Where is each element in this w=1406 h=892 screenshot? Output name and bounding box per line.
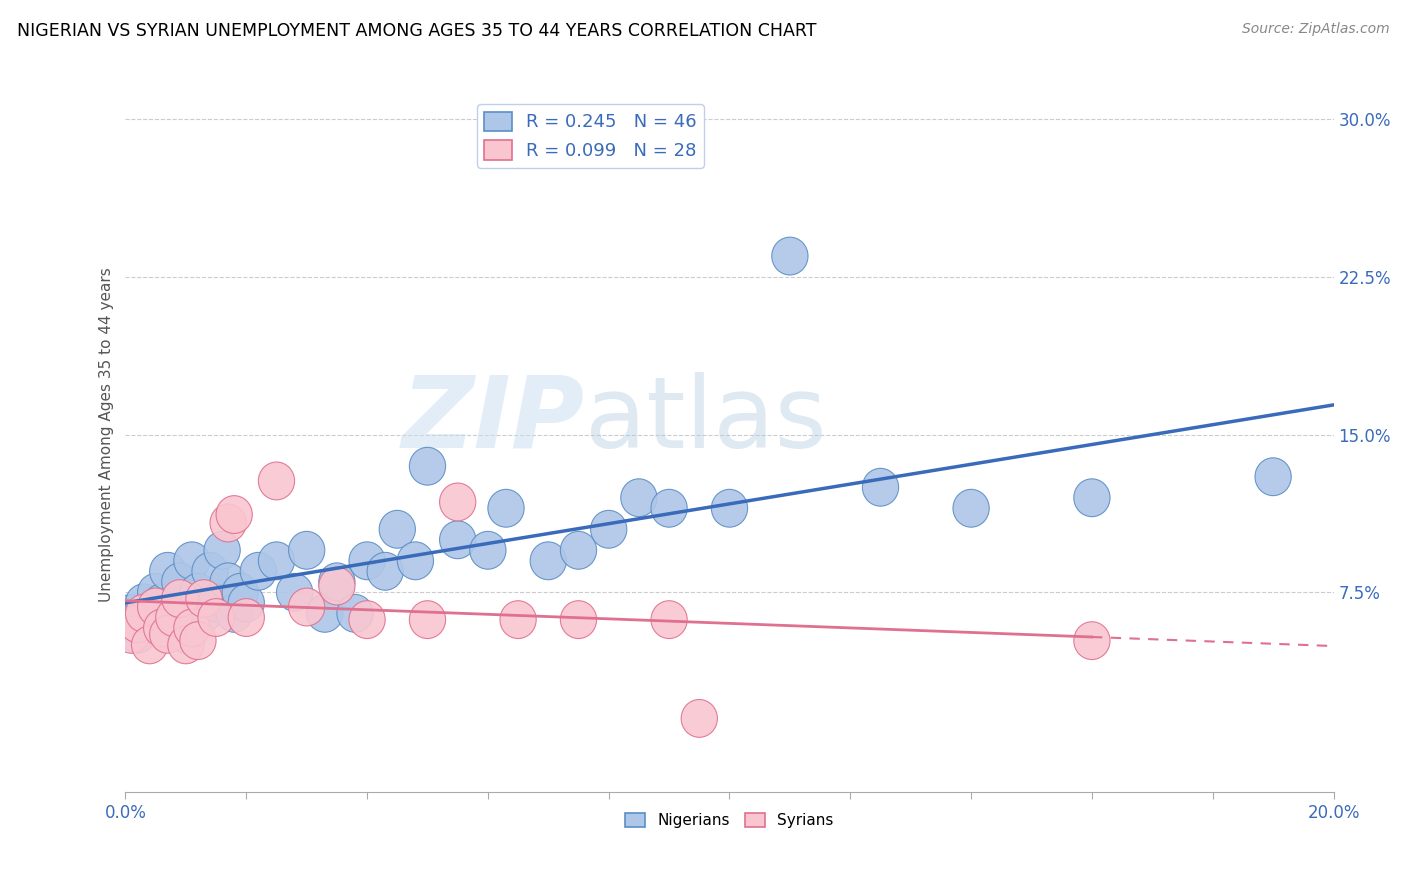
Ellipse shape [337,594,373,632]
Text: NIGERIAN VS SYRIAN UNEMPLOYMENT AMONG AGES 35 TO 44 YEARS CORRELATION CHART: NIGERIAN VS SYRIAN UNEMPLOYMENT AMONG AG… [17,22,817,40]
Ellipse shape [162,580,198,617]
Ellipse shape [772,237,808,275]
Ellipse shape [530,541,567,580]
Ellipse shape [862,468,898,506]
Ellipse shape [198,599,235,637]
Ellipse shape [186,594,222,632]
Ellipse shape [114,615,149,653]
Ellipse shape [209,563,246,600]
Ellipse shape [228,584,264,622]
Ellipse shape [409,600,446,639]
Ellipse shape [488,490,524,527]
Text: ZIP: ZIP [402,372,585,469]
Text: Source: ZipAtlas.com: Source: ZipAtlas.com [1241,22,1389,37]
Ellipse shape [621,479,657,516]
Ellipse shape [191,552,228,591]
Ellipse shape [349,600,385,639]
Ellipse shape [125,584,162,622]
Ellipse shape [681,699,717,738]
Ellipse shape [259,462,295,500]
Ellipse shape [561,600,596,639]
Ellipse shape [240,552,277,591]
Ellipse shape [143,584,180,622]
Ellipse shape [204,532,240,569]
Ellipse shape [125,594,162,632]
Ellipse shape [398,541,433,580]
Ellipse shape [156,594,191,632]
Ellipse shape [367,552,404,591]
Ellipse shape [1074,622,1109,659]
Ellipse shape [180,622,217,659]
Ellipse shape [591,510,627,549]
Ellipse shape [162,563,198,600]
Ellipse shape [380,510,415,549]
Ellipse shape [288,588,325,626]
Ellipse shape [217,594,252,632]
Ellipse shape [711,490,748,527]
Y-axis label: Unemployment Among Ages 35 to 44 years: Unemployment Among Ages 35 to 44 years [100,268,114,602]
Ellipse shape [156,599,191,637]
Ellipse shape [501,600,536,639]
Ellipse shape [409,447,446,485]
Ellipse shape [217,496,252,533]
Ellipse shape [120,615,156,653]
Ellipse shape [138,574,174,611]
Ellipse shape [132,626,167,664]
Ellipse shape [319,563,354,600]
Ellipse shape [440,521,475,558]
Ellipse shape [149,552,186,591]
Legend: Nigerians, Syrians: Nigerians, Syrians [619,806,839,834]
Ellipse shape [349,541,385,580]
Ellipse shape [180,574,217,611]
Ellipse shape [174,541,209,580]
Ellipse shape [288,532,325,569]
Ellipse shape [167,615,204,653]
Text: atlas: atlas [585,372,827,469]
Ellipse shape [167,626,204,664]
Ellipse shape [470,532,506,569]
Ellipse shape [132,605,167,643]
Ellipse shape [953,490,990,527]
Ellipse shape [138,588,174,626]
Ellipse shape [114,594,149,632]
Ellipse shape [143,609,180,647]
Ellipse shape [307,594,343,632]
Ellipse shape [651,600,688,639]
Ellipse shape [174,609,209,647]
Ellipse shape [222,574,259,611]
Ellipse shape [1074,479,1109,516]
Ellipse shape [209,504,246,541]
Ellipse shape [198,584,235,622]
Ellipse shape [561,532,596,569]
Ellipse shape [186,580,222,617]
Ellipse shape [1256,458,1291,496]
Ellipse shape [228,599,264,637]
Ellipse shape [120,605,156,643]
Ellipse shape [440,483,475,521]
Ellipse shape [651,490,688,527]
Ellipse shape [149,615,186,653]
Ellipse shape [277,574,312,611]
Ellipse shape [259,541,295,580]
Ellipse shape [319,567,354,605]
